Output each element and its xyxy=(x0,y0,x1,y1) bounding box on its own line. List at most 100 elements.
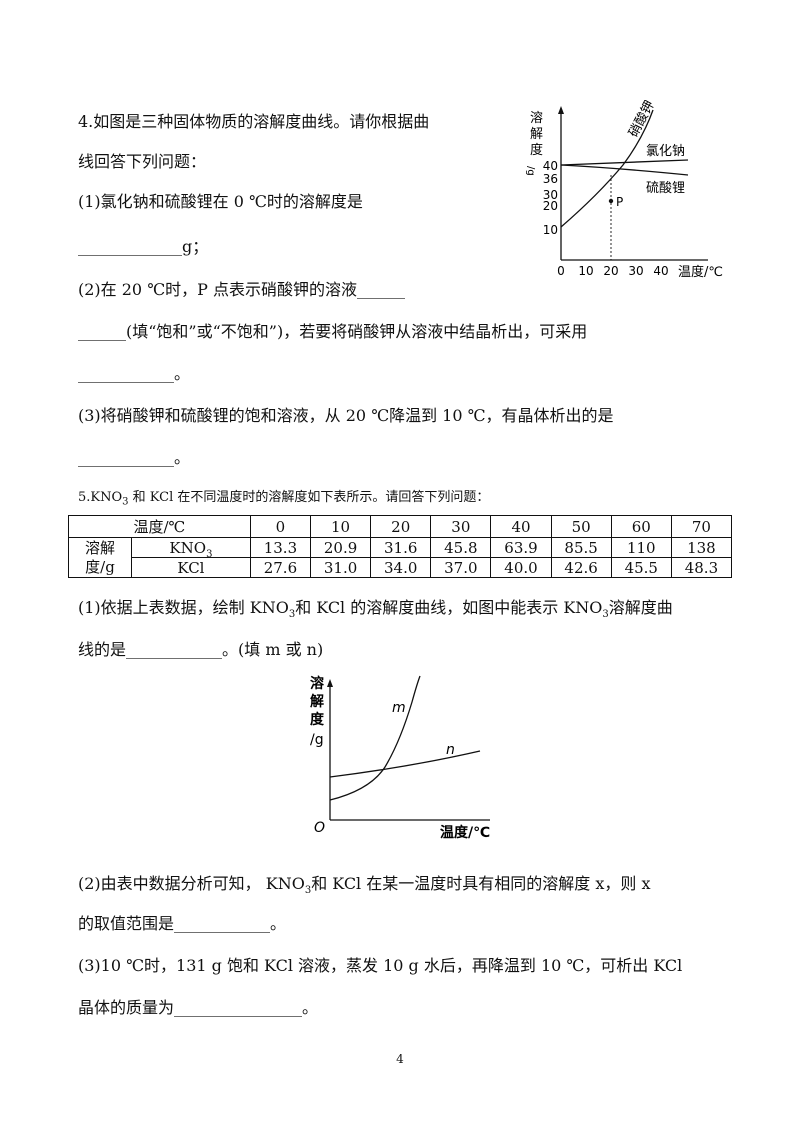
q4-part1-blank: _____________g； xyxy=(78,237,209,256)
q5-part3-line2: 晶体的质量为________________。 xyxy=(78,998,319,1017)
table-cell: 110 xyxy=(610,537,672,558)
q4-ylabel-1: 溶 xyxy=(530,111,543,126)
q4-stem-line2: 线回答下列问题： xyxy=(78,152,207,171)
q4-nacl-curve xyxy=(560,159,689,166)
q5-part1-line2: 线的是____________。(填 m 或 n) xyxy=(78,640,324,659)
q5-p1b: 和 KCl 的溶解度曲线，如图中能表示 KNO xyxy=(295,598,603,617)
q4-part3-line2: ____________。 xyxy=(78,448,191,467)
q5-p1a: (1)依据上表数据，绘制 KNO xyxy=(78,598,289,617)
q4-kno3-curve xyxy=(560,109,654,228)
q4-part1: (1)氯化钠和硫酸锂在 0 ℃时的溶解度是 xyxy=(78,192,363,211)
table-cell: 20.9 xyxy=(309,537,372,558)
row-header-line1: 溶解 xyxy=(84,538,115,557)
q5-intro-b: 和 KCl 在不同温度时的溶解度如下表所示。请回答下列问题： xyxy=(128,490,490,505)
table-cell: 70 xyxy=(670,515,733,538)
q4-ytick-40: 40 xyxy=(543,159,558,173)
table-cell: 20 xyxy=(370,515,432,538)
q5-part1: (1)依据上表数据，绘制 KNO3和 KCl 的溶解度曲线，如图中能表示 KNO… xyxy=(78,598,673,621)
q4-part2: (2)在 20 ℃时，P 点表示硝酸钾的溶液______ xyxy=(78,280,405,299)
table-cell: 0 xyxy=(249,515,312,538)
table-cell: 37.0 xyxy=(430,557,492,578)
q5-part3: (3)10 ℃时，131 g 饱和 KCl 溶液，蒸发 10 g 水后，再降温到… xyxy=(78,956,683,975)
kno3-label-sub: 3 xyxy=(206,548,213,560)
q4-ylabel-2: 解 xyxy=(530,127,543,142)
q5-label-m: m xyxy=(392,700,406,716)
q5-ylabel-2: 解 xyxy=(310,693,324,710)
q4-ylabel-3: 度 xyxy=(530,142,543,158)
table-cell: 60 xyxy=(610,515,672,538)
table-cell: 40 xyxy=(490,515,552,538)
q4-xtick-30: 30 xyxy=(628,264,643,278)
q4-part2-line3: ____________。 xyxy=(78,364,191,383)
table-cell: 30 xyxy=(430,515,492,538)
q4-kno3-label: 硝酸钾 xyxy=(626,100,658,140)
row-header-line2: 度/g xyxy=(85,557,115,576)
table-cell: 45.8 xyxy=(430,537,492,558)
q4-ytick-30: 30 xyxy=(543,188,558,202)
q4-ytick-20: 20 xyxy=(543,199,558,213)
q5-origin: O xyxy=(314,820,325,836)
q4-xtick-40: 40 xyxy=(653,264,668,278)
table-cell: 85.5 xyxy=(550,537,612,558)
q4-li2so4-label: 硫酸锂 xyxy=(646,181,685,196)
kno3-label: KNO3 xyxy=(131,537,251,560)
q4-li2so4-curve xyxy=(560,164,689,176)
q4-part2-line2: ______(填“饱和”或“不饱和”)，若要将硝酸钾从溶液中结晶析出，可采用 xyxy=(78,322,588,341)
q5-ylabel-3: 度 xyxy=(310,711,325,728)
table-cell: 45.5 xyxy=(610,557,672,578)
q4-solubility-graph: 溶 解 度 /g 40 36 30 20 10 0 10 20 30 40 温度… xyxy=(525,100,723,280)
table-cell: 138 xyxy=(670,537,733,558)
q5-y-arrow xyxy=(327,679,333,687)
q4-yunit: /g xyxy=(525,166,536,176)
kno3-label-text: KNO xyxy=(169,538,207,557)
q4-stem-line1: 4.如图是三种固体物质的溶解度曲线。请你根据曲 xyxy=(78,112,430,131)
q5-curve-n xyxy=(329,750,481,778)
q5-intro: 5.KNO3 和 KCl 在不同温度时的溶解度如下表所示。请回答下列问题： xyxy=(78,488,489,508)
q5-intro-a: 5.KNO xyxy=(78,490,123,505)
q4-xtick-0: 0 xyxy=(557,264,565,278)
q5-xlabel: 温度/℃ xyxy=(440,824,490,841)
q5-p2sub: 3 xyxy=(304,885,312,897)
table-cell: 63.9 xyxy=(490,537,552,558)
q5-p2b: 和 KCl 在某一温度时具有相同的溶解度 x，则 x xyxy=(311,874,651,893)
q5-p1sub: 3 xyxy=(288,609,296,621)
table-cell: 48.3 xyxy=(670,557,733,578)
table-row-header: 溶解 度/g xyxy=(68,537,132,578)
kcl-label: KCl xyxy=(131,557,251,578)
solubility-table: 温度/℃ 0 10 20 30 40 50 60 70 溶解 度/g KNO3 1… xyxy=(68,515,733,578)
table-cell: 27.6 xyxy=(249,557,312,578)
q5-p1c: 溶解度曲 xyxy=(608,598,673,617)
table-cell: 50 xyxy=(550,515,612,538)
q4-ytick-36: 36 xyxy=(543,172,558,186)
q5-part2-line2: 的取值范围是____________。 xyxy=(78,914,287,933)
q4-point-p-label: P xyxy=(616,195,623,209)
q5-p1sub2: 3 xyxy=(602,609,609,621)
page-number: 4 xyxy=(396,1052,404,1066)
q4-nacl-label: 氯化钠 xyxy=(646,144,685,159)
table-cell: 42.6 xyxy=(550,557,612,578)
q5-part2: (2)由表中数据分析可知， KNO3和 KCl 在某一温度时具有相同的溶解度 x… xyxy=(78,874,651,897)
q5-mn-graph: 溶 解 度 /g O 温度/℃ m n xyxy=(310,675,490,841)
q4-ytick-10: 10 xyxy=(543,223,558,237)
table-row-kcl: KCl 27.6 31.0 34.0 37.0 40.0 42.6 45.5 4… xyxy=(69,557,733,578)
q5-ylabel-1: 溶 xyxy=(310,675,324,692)
q4-xtick-20: 20 xyxy=(603,264,618,278)
q4-xtick-10: 10 xyxy=(578,264,593,278)
q5-label-n: n xyxy=(446,742,455,758)
table-row-temp: 温度/℃ 0 10 20 30 40 50 60 70 xyxy=(68,515,733,538)
table-cell: 13.3 xyxy=(249,537,312,558)
q5-yunit: /g xyxy=(310,732,324,748)
q5-intro-sub: 3 xyxy=(122,496,129,508)
q5-p2a: (2)由表中数据分析可知， KNO xyxy=(78,874,305,893)
table-cell: 10 xyxy=(309,515,372,538)
table-cell: 34.0 xyxy=(370,557,432,578)
table-row-kno3: 溶解 度/g KNO3 13.3 20.9 31.6 45.8 63.9 85.5… xyxy=(68,537,733,578)
table-cell: 40.0 xyxy=(490,557,552,578)
q4-xlabel: 温度/℃ xyxy=(678,264,723,280)
q5-curve-m xyxy=(329,675,421,801)
q4-part3: (3)将硝酸钾和硫酸锂的饱和溶液，从 20 ℃降温到 10 ℃，有晶体析出的是 xyxy=(78,406,614,425)
q4-point-p xyxy=(608,198,614,204)
table-temp-header: 温度/℃ xyxy=(68,515,251,538)
table-cell: 31.6 xyxy=(370,537,432,558)
q4-y-arrow xyxy=(558,106,564,114)
